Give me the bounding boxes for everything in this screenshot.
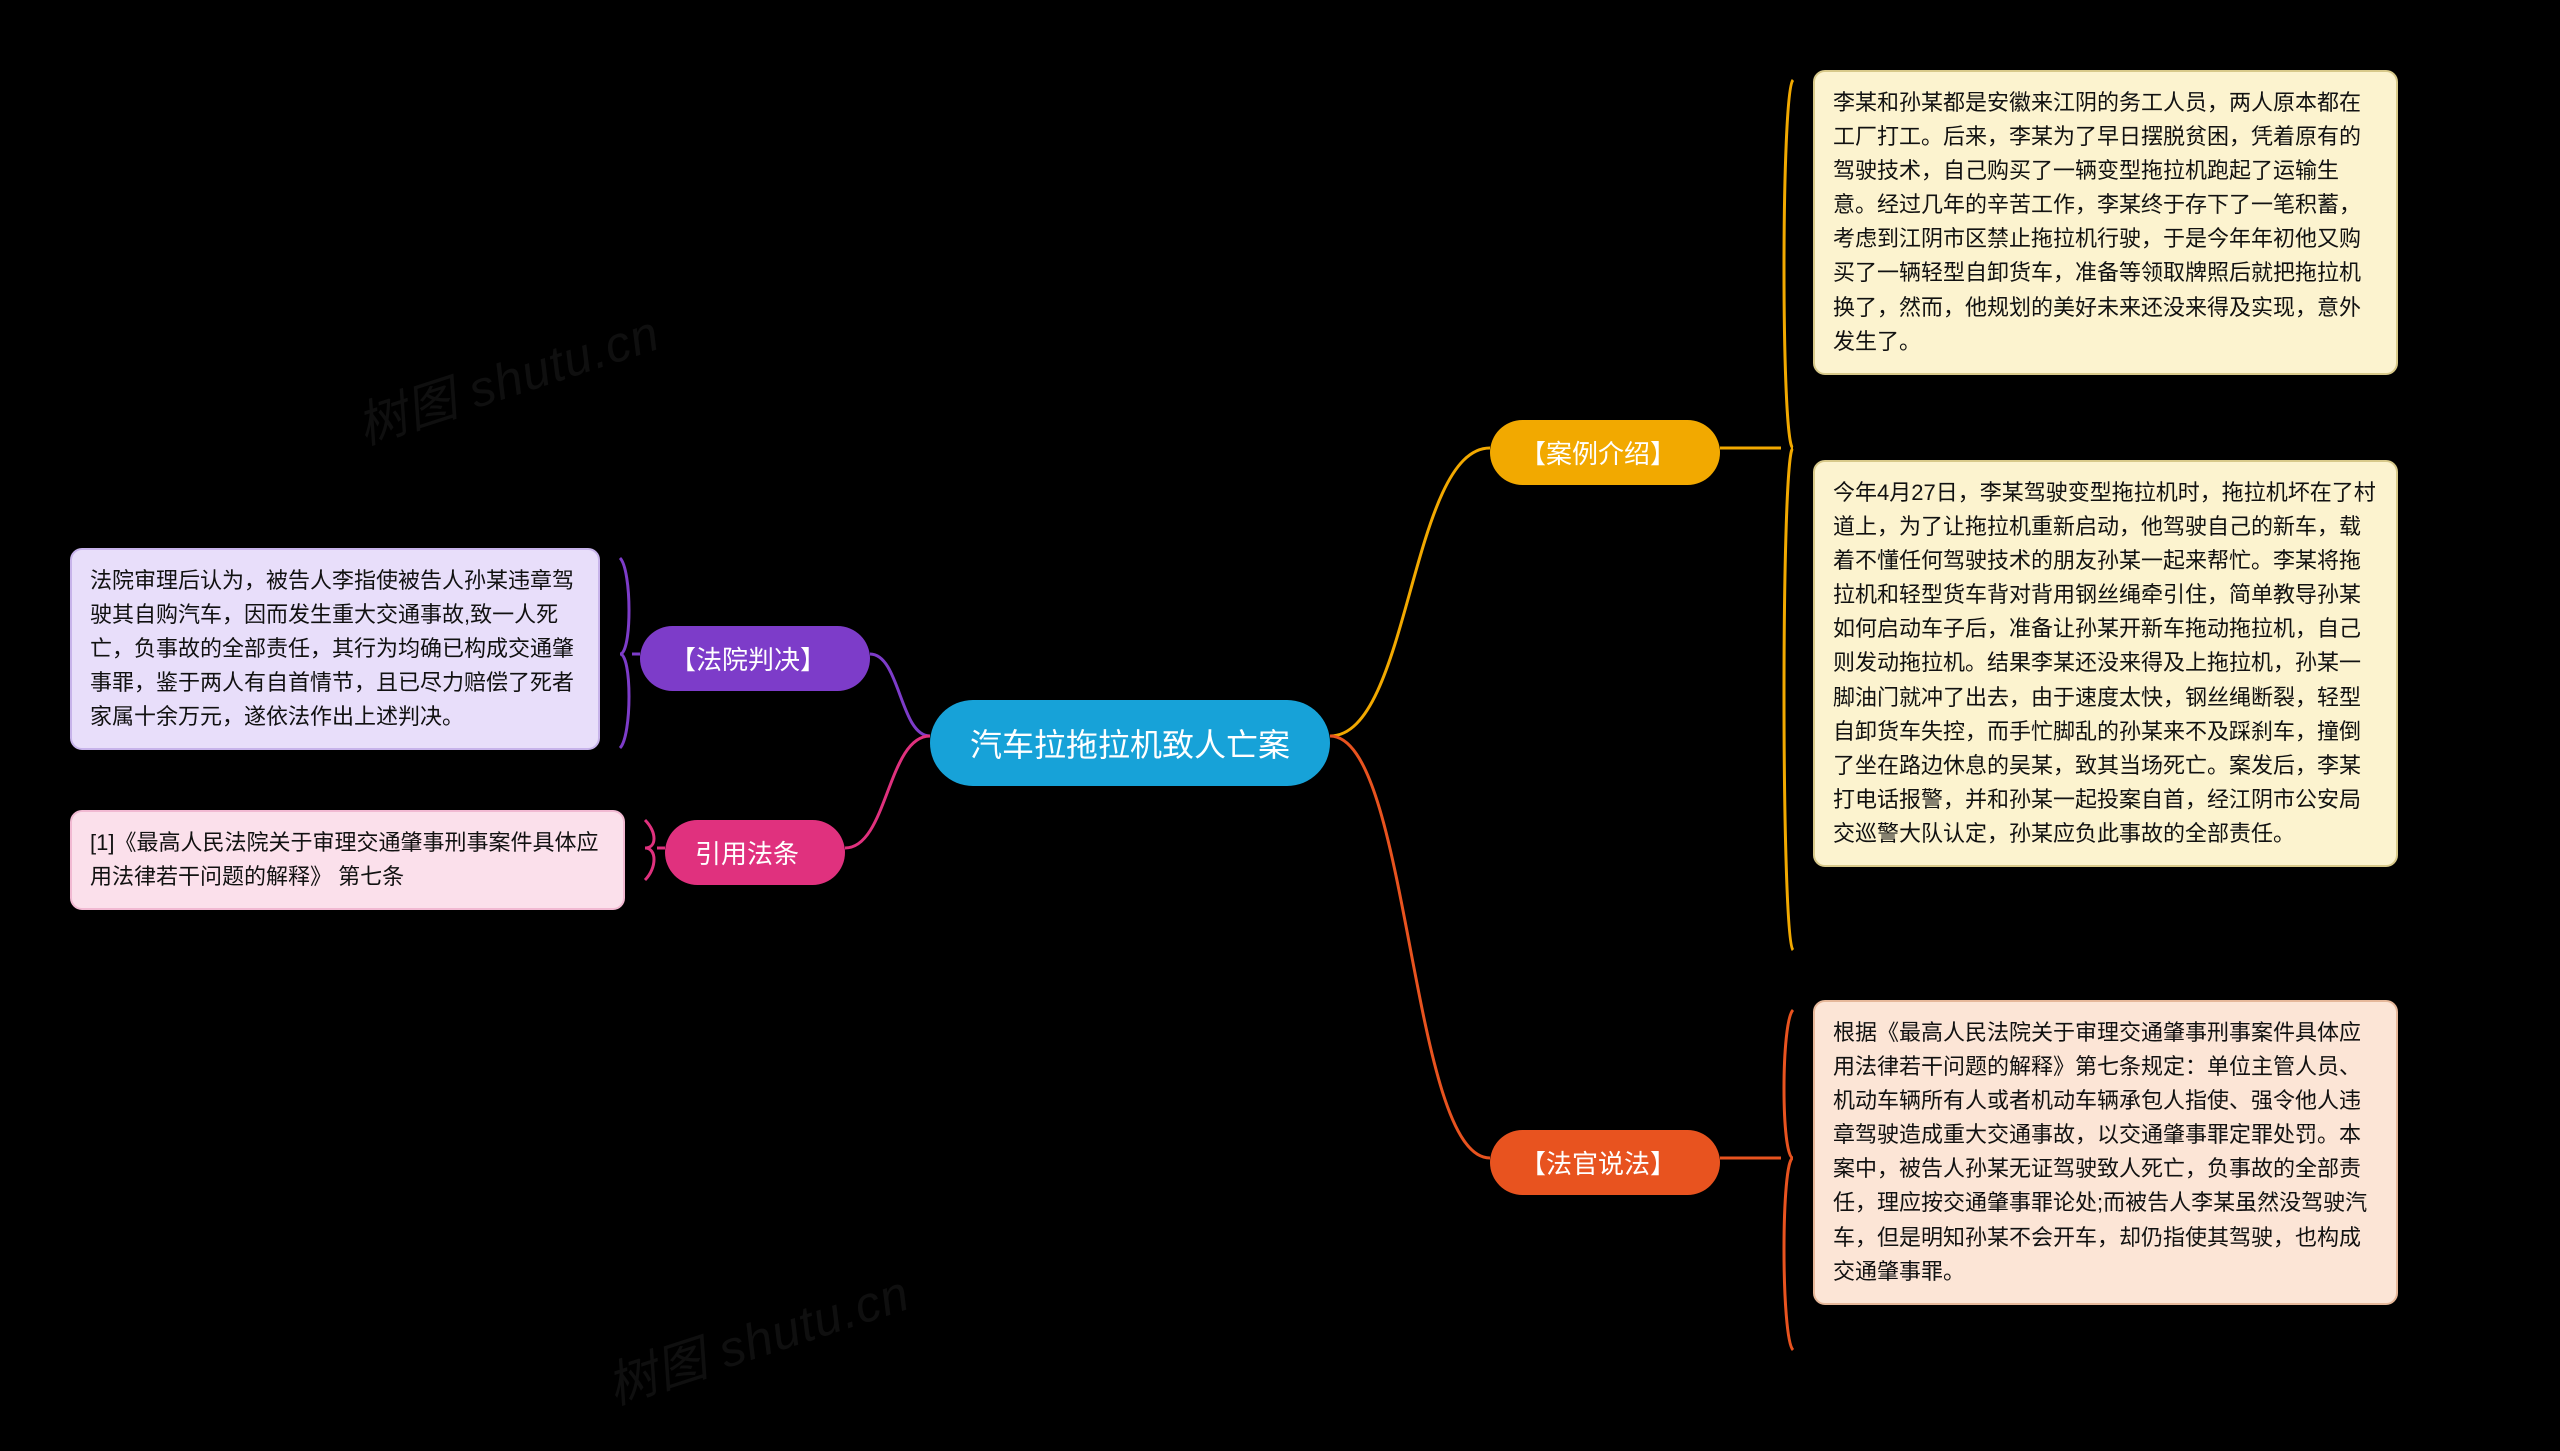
leaf-judge-says-1: 根据《最高人民法院关于审理交通肇事刑事案件具体应用法律若干问题的解释》第七条规定… [1813,1000,2398,1305]
branch-court-verdict[interactable]: 【法院判决】 [640,626,870,691]
leaf-case-intro-2: 今年4月27日，李某驾驶变型拖拉机时，拖拉机坏在了村道上，为了让拖拉机重新启动，… [1813,460,2398,867]
branch-judge-says[interactable]: 【法官说法】 [1490,1130,1720,1195]
watermark: 树图 shutu.cn [347,293,668,458]
branch-cited-law[interactable]: 引用法条 [665,820,845,885]
leaf-court-verdict-1: 法院审理后认为，被告人李指使被告人孙某违章驾驶其自购汽车，因而发生重大交通事故,… [70,548,600,750]
leaf-cited-law-1: [1]《最高人民法院关于审理交通肇事刑事案件具体应用法律若干问题的解释》 第七条 [70,810,625,910]
leaf-case-intro-1: 李某和孙某都是安徽来江阴的务工人员，两人原本都在工厂打工。后来，李某为了早日摆脱… [1813,70,2398,375]
branch-case-intro[interactable]: 【案例介绍】 [1490,420,1720,485]
center-topic[interactable]: 汽车拉拖拉机致人亡案 [930,700,1330,786]
watermark: 树图 shutu.cn [597,1253,918,1418]
